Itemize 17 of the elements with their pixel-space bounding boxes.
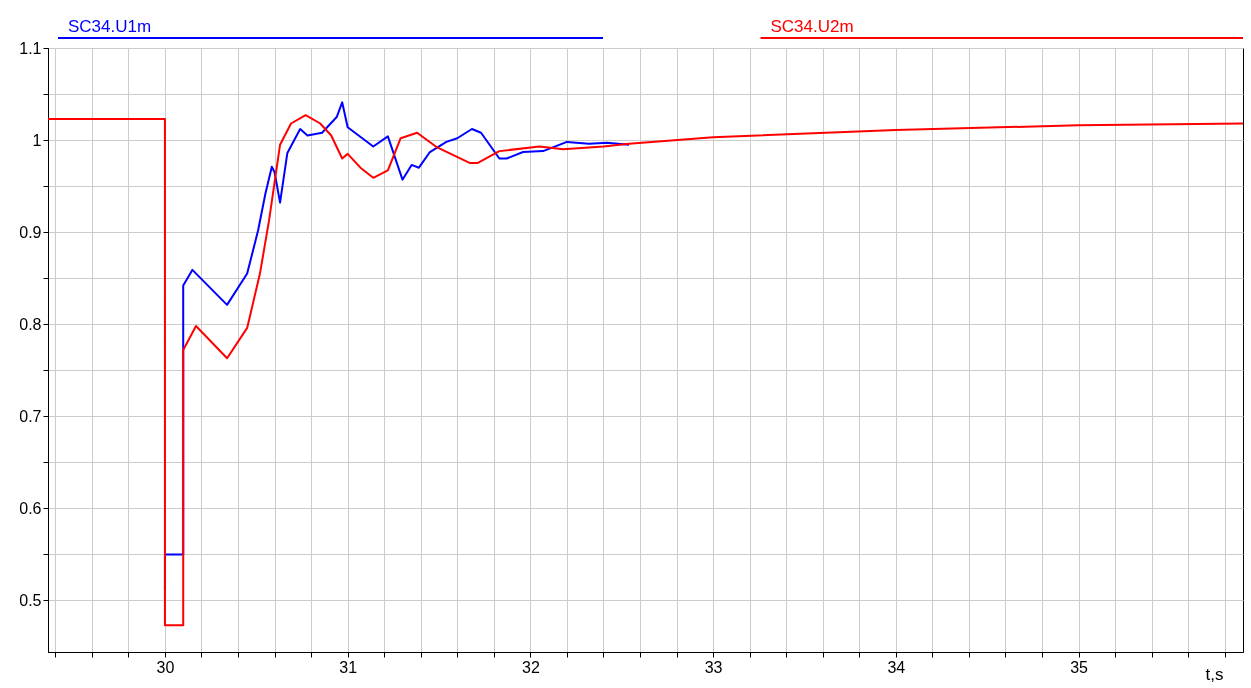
x-tick-label: 30 <box>156 658 175 676</box>
y-tick-label: 1.1 <box>19 39 42 57</box>
x-tick-label: 31 <box>339 658 358 676</box>
x-tick-label: 32 <box>521 658 540 676</box>
y-tick-label: 1 <box>32 131 42 149</box>
y-tick-label: 0.9 <box>19 223 42 241</box>
text: SC34.U2m <box>770 17 854 36</box>
text: SC34.U1m <box>68 17 152 36</box>
line-series <box>48 114 1243 627</box>
y-tick-label: 0.5 <box>19 591 42 609</box>
x-tick-label: 35 <box>1070 658 1089 676</box>
x-axis-title: t,s <box>1205 664 1224 684</box>
y-tick-label: 0.7 <box>19 407 42 425</box>
y-tick-label: 0.6 <box>19 499 42 517</box>
x-tick-label: 33 <box>704 658 723 676</box>
y-tick-label: 0.8 <box>19 315 42 333</box>
x-tick-label: 34 <box>887 658 906 676</box>
